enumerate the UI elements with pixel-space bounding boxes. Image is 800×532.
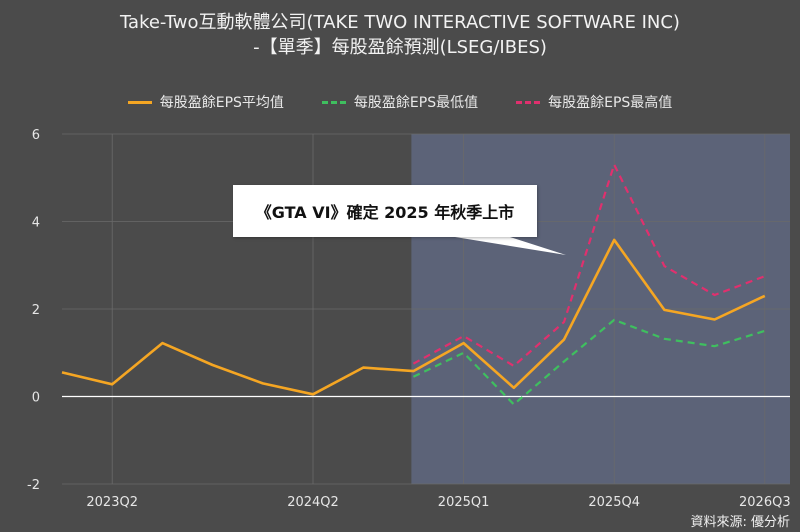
x-tick-label: 2025Q4 — [588, 495, 640, 510]
chart-subtitle: -【單季】每股盈餘預測(LSEG/IBES) — [253, 37, 547, 58]
y-tick-label: 6 — [32, 128, 40, 143]
y-tick-label: 4 — [32, 216, 40, 231]
y-tick-labels: -2 0 2 4 6 — [27, 128, 40, 493]
legend-swatch-avg — [127, 100, 152, 104]
callout-pointer — [455, 237, 566, 255]
legend-swatch-low — [321, 100, 346, 104]
legend-item-high: 每股盈餘EPS最高值 — [516, 92, 672, 112]
x-tick-label: 2024Q2 — [287, 495, 339, 510]
source-note: 資料來源: 優分析 — [690, 515, 790, 530]
legend-item-avg: 每股盈餘EPS平均值 — [127, 92, 284, 112]
x-tick-label: 2025Q1 — [438, 495, 490, 510]
legend-swatch-high — [516, 100, 541, 104]
x-tick-label: 2026Q3 — [739, 495, 791, 510]
legend-label-high: 每股盈餘EPS最高值 — [548, 95, 673, 111]
y-tick-label: 2 — [32, 303, 40, 318]
series-line-low — [412, 318, 766, 406]
x-tick-labels: 2023Q2 2024Q2 2025Q1 2025Q4 2026Q3 — [86, 495, 790, 510]
legend-item-low: 每股盈餘EPS最低值 — [321, 92, 479, 112]
legend-label-low: 每股盈餘EPS最低值 — [353, 95, 479, 111]
chart-title: Take-Two互動軟體公司(TAKE TWO INTERACTIVE SOFT… — [120, 12, 680, 33]
series-lines — [61, 163, 766, 406]
legend-label-avg: 每股盈餘EPS平均值 — [159, 95, 284, 111]
y-tick-label: 0 — [32, 391, 40, 406]
gta-annotation: 《GTA VI》確定 2025 年秋季上市 — [233, 185, 537, 237]
x-tick-label: 2023Q2 — [86, 495, 138, 510]
series-line-avg — [61, 238, 766, 396]
series-line-high — [412, 163, 766, 367]
legend: 每股盈餘EPS平均值 每股盈餘EPS最低值 每股盈餘EPS最高值 — [0, 92, 800, 112]
y-tick-label: -2 — [27, 478, 40, 493]
